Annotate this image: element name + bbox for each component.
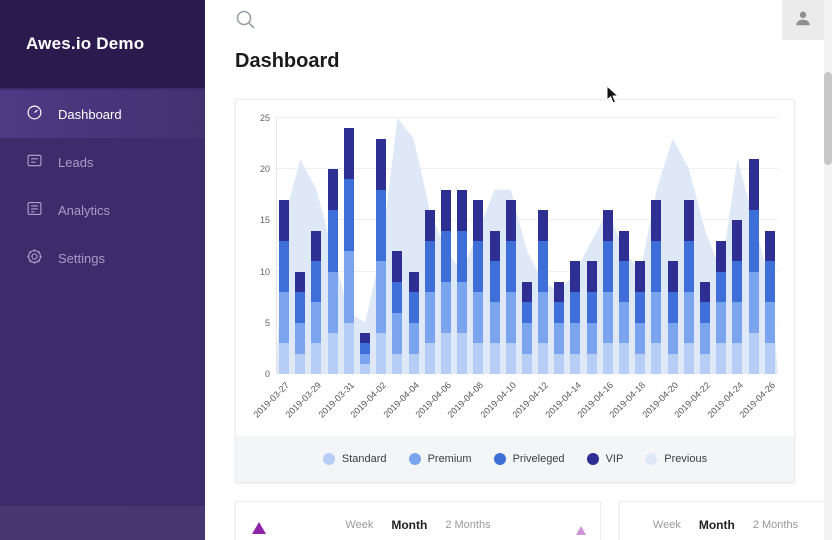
bottom-cards-row: Week Month 2 Months Week Month 2 Months: [235, 501, 832, 540]
topbar: [205, 0, 832, 40]
chart-legend: Standard Premium Priveleged VIP Previous: [236, 436, 794, 482]
sidebar-item-settings[interactable]: Settings: [0, 234, 205, 282]
chart-plot: 0 5 10 15 20 25: [260, 113, 778, 379]
sidebar-footer: [0, 506, 205, 540]
vertical-scrollbar: [824, 0, 832, 540]
stacked-bar: [408, 271, 419, 374]
toggle-month[interactable]: Month: [698, 518, 735, 532]
page-title: Dashboard: [235, 50, 340, 72]
dashboard-gauge-icon: [26, 104, 43, 124]
stacked-bar: [473, 199, 484, 374]
period-toggle-group: Week Month 2 Months: [620, 502, 831, 532]
app-title: Awes.io Demo: [26, 34, 145, 53]
stacked-bar: [327, 169, 338, 374]
legend-color-dot: [586, 453, 599, 465]
chart-body: 0 5 10 15 20 25 2019-03-27 2019-03-29 2019-03-3…: [236, 100, 794, 436]
stacked-bar: [586, 261, 597, 374]
analytics-list-icon: [26, 200, 43, 220]
sidebar-nav: Dashboard Leads Analytics Settings: [0, 88, 205, 282]
person-icon: [794, 9, 812, 32]
legend-label: Previous: [664, 453, 708, 465]
chart-bars: [276, 118, 778, 374]
stacked-bar: [457, 189, 468, 374]
sidebar-item-label: Settings: [58, 250, 105, 266]
legend-label: Standard: [341, 453, 387, 465]
stats-card-right: Week Month 2 Months: [619, 501, 832, 540]
scrollbar-thumb[interactable]: [824, 72, 832, 165]
stacked-bar: [667, 261, 678, 374]
stacked-bar: [295, 271, 306, 374]
toggle-week[interactable]: Week: [345, 519, 374, 531]
stacked-bar: [424, 210, 435, 374]
stacked-bar: [505, 199, 516, 374]
legend-color-dot: [493, 453, 506, 465]
legend-color-dot: [322, 453, 335, 465]
toggle-week[interactable]: Week: [652, 519, 681, 531]
stacked-bar: [651, 199, 662, 374]
stacked-bar: [392, 251, 403, 374]
stacked-bar: [716, 240, 727, 374]
legend-item[interactable]: Standard: [322, 453, 387, 465]
chart-xlabels: 2019-03-27 2019-03-29 2019-03-31 2019-04-02…: [252, 374, 778, 436]
legend-item[interactable]: Priveleged: [493, 453, 565, 465]
y-axis-tick-label: 25: [259, 113, 270, 123]
stacked-bar: [376, 138, 387, 374]
stacked-bar: [619, 230, 630, 374]
stacked-bar: [764, 230, 775, 374]
stacked-bar: [683, 199, 694, 374]
stacked-bar: [602, 210, 613, 374]
stacked-bar: [748, 158, 759, 374]
period-toggle-group: Week Month 2 Months: [236, 502, 600, 532]
stacked-bar: [635, 261, 646, 374]
stacked-bar: [279, 199, 290, 374]
stacked-bar: [343, 128, 354, 374]
y-axis-tick-label: 5: [264, 317, 270, 328]
sidebar-item-label: Leads: [58, 154, 94, 170]
y-axis-line: [276, 118, 277, 374]
gear-icon: [26, 248, 43, 268]
leads-card-icon: [26, 152, 43, 172]
toggle-2months[interactable]: 2 Months: [445, 519, 491, 531]
y-axis-tick-label: 10: [259, 266, 270, 277]
legend-color-dot: [408, 453, 421, 465]
main-area: Dashboard 0 5 10 15 20 25 2019-03-27 2019-03-2…: [205, 0, 832, 540]
trend-up-icon: [252, 522, 266, 534]
sidebar-header: Awes.io Demo: [0, 0, 205, 88]
chart-card: 0 5 10 15 20 25 2019-03-27 2019-03-29 2019-03-3…: [235, 99, 795, 483]
sidebar-item-leads[interactable]: Leads: [0, 138, 205, 186]
user-avatar-button[interactable]: [782, 0, 824, 40]
stacked-bar: [521, 281, 532, 374]
sidebar-item-label: Dashboard: [58, 106, 122, 122]
stacked-bar: [570, 261, 581, 374]
sidebar: Awes.io Demo Dashboard Leads Analytics: [0, 0, 205, 540]
stacked-bar: [538, 210, 549, 374]
stacked-bar: [311, 230, 322, 374]
legend-label: Priveleged: [512, 453, 565, 465]
toggle-month[interactable]: Month: [391, 518, 428, 532]
legend-item[interactable]: Previous: [645, 453, 707, 465]
stacked-bar: [732, 220, 743, 374]
trend-up-icon-small: [576, 526, 586, 535]
stacked-bar: [489, 230, 500, 374]
legend-label: VIP: [605, 453, 624, 465]
stacked-bar: [360, 333, 371, 374]
stats-card-left: Week Month 2 Months: [235, 501, 601, 540]
search-icon[interactable]: [235, 9, 257, 31]
y-axis-tick-label: 15: [259, 215, 270, 226]
legend-item[interactable]: VIP: [586, 453, 624, 465]
toggle-2months[interactable]: 2 Months: [752, 519, 799, 531]
sidebar-item-label: Analytics: [58, 202, 111, 218]
legend-item[interactable]: Premium: [408, 453, 472, 465]
stacked-bar: [554, 281, 565, 374]
legend-color-dot: [645, 453, 658, 465]
stacked-bar: [440, 189, 451, 374]
y-axis-tick-label: 20: [259, 164, 270, 175]
sidebar-item-dashboard[interactable]: Dashboard: [0, 90, 205, 138]
sidebar-item-analytics[interactable]: Analytics: [0, 186, 205, 234]
legend-label: Premium: [427, 453, 472, 465]
y-axis-tick-label: 0: [264, 369, 270, 379]
stacked-bar: [699, 281, 710, 374]
